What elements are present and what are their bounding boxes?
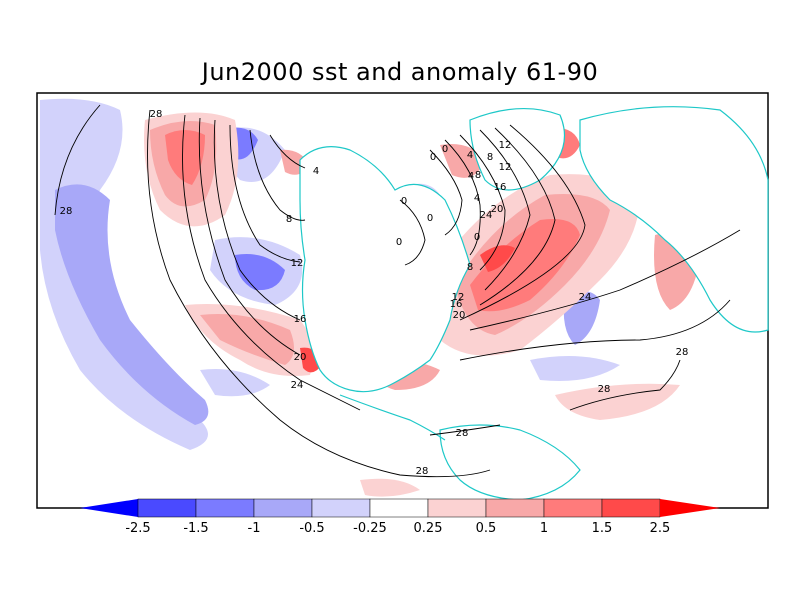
contour-label: 28 [456, 428, 469, 439]
contour-label: 28 [60, 206, 73, 217]
colorbar-bin-pos1 [543, 498, 603, 518]
pos-anomaly-caribbean [360, 478, 420, 497]
greenland [469, 108, 566, 191]
contour-label: 4 [468, 171, 474, 182]
colorbar-tick-label: 1.5 [592, 521, 613, 536]
contour-label: 16 [450, 299, 463, 310]
contour-label: 0 [474, 232, 480, 243]
contour-4-labrador [444, 139, 481, 256]
pos-anomaly-california-mid [200, 314, 294, 365]
contour-labels: 2828242016128400000481216202428282828242… [60, 109, 689, 477]
neg-anomaly-atlantic-south [530, 356, 620, 381]
colorbar-bin-neg2 [137, 498, 197, 518]
neg-anomaly-north-pacific-core [235, 254, 285, 291]
contour-label: 16 [294, 314, 307, 325]
colorbar-tick-label: -2.5 [125, 521, 150, 536]
contour-label: 28 [676, 347, 689, 358]
contour-label: 0 [427, 213, 433, 224]
contour-label: 12 [452, 292, 465, 303]
contour-label: 28 [416, 466, 429, 477]
contour-16-atl [479, 127, 556, 306]
pos-anomaly-gulf-stream-core [470, 219, 580, 312]
contour-8-atl [459, 134, 506, 271]
colorbar-tick-label: -0.25 [353, 521, 387, 536]
contour-0-baffin [429, 149, 463, 236]
neg-anomaly-subtropic [200, 369, 270, 397]
contour-4-pac [269, 134, 306, 169]
colorbar-ticks: -2.5 -1.5 -1 -0.5 -0.25 0.25 0.5 1 1.5 2.5 [125, 521, 670, 536]
colorbar-tick-label: 2.5 [650, 521, 671, 536]
contour-12-pac [229, 124, 301, 263]
contour-label: 20 [294, 352, 307, 363]
colorbar-bin-pos0 [485, 498, 545, 518]
neg-anomaly-pacific-west-core [55, 184, 209, 425]
colorbar-tick-label: 1 [540, 521, 548, 536]
central-america [339, 394, 446, 441]
contour-28-carib [429, 424, 501, 436]
colorbar-bin-zero [369, 498, 429, 518]
contour-label: 28 [598, 384, 611, 395]
contour-0-hudson [399, 199, 426, 266]
contour-28-pac [147, 109, 491, 478]
contour-label: 0 [442, 144, 448, 155]
contour-label: 12 [291, 258, 304, 269]
colorbar-tick-label: -1.5 [183, 521, 208, 536]
contour-label: 24 [291, 380, 304, 391]
contour-label: 4 [467, 150, 473, 161]
contour-label: 28 [150, 109, 163, 120]
colorbar-right-arrow [660, 499, 720, 517]
contour-12-atl [479, 129, 531, 291]
contour-label: 8 [467, 262, 473, 273]
contour-20-atl [459, 124, 586, 321]
colorbar-bin-neg0 [253, 498, 313, 518]
contour-20-pac [198, 117, 301, 356]
contour-24-pac [182, 114, 361, 411]
contour-label: 12 [499, 140, 512, 151]
pos-anomaly-gulf-alaska-core [165, 130, 205, 185]
colorbar-left-arrow [80, 499, 138, 517]
sst-contours [54, 104, 741, 478]
colorbar: -2.5 -1.5 -1 -0.5 -0.25 0.25 0.5 1 1.5 2.5 [80, 498, 720, 536]
map-title: Jun2000 sst and anomaly 61-90 [201, 58, 599, 86]
colorbar-tick-label: 0.25 [414, 521, 443, 536]
contour-label: 4 [474, 193, 480, 204]
contour-label: 24 [579, 292, 592, 303]
colorbar-bin-pos2 [601, 498, 661, 518]
pos-anomaly-newfoundland [480, 245, 515, 272]
contour-label: 16 [494, 182, 507, 193]
colorbar-bin-neg1 [195, 498, 255, 518]
contour-24-atl [469, 229, 741, 331]
north-america [299, 146, 471, 393]
colorbar-tick-label: -0.5 [299, 521, 324, 536]
contour-28-atl-south [569, 359, 681, 411]
contour-label: 0 [401, 196, 407, 207]
contour-label: 0 [396, 237, 402, 248]
contour-label: 0 [430, 152, 436, 163]
contour-label: 8 [475, 170, 481, 181]
contour-28-west [54, 104, 101, 216]
contour-8-pac [249, 129, 306, 221]
contour-label: 4 [313, 166, 319, 177]
south-america [439, 424, 581, 501]
colorbar-bin-pos00 [427, 498, 487, 518]
contour-label: 12 [499, 162, 512, 173]
landmass [299, 106, 769, 501]
colorbar-tick-label: 0.5 [476, 521, 497, 536]
contour-label: 8 [286, 214, 292, 225]
contour-label: 8 [487, 152, 493, 163]
contour-16-pac [213, 119, 301, 321]
pos-anomaly-atlantic-se [555, 383, 680, 420]
contour-label: 20 [491, 204, 504, 215]
colorbar-bin-neg00 [311, 498, 371, 518]
colorbar-tick-label: -1 [248, 521, 261, 536]
contour-label: 20 [453, 310, 466, 321]
contour-28-atl [459, 299, 731, 361]
contour-label: 24 [480, 210, 493, 221]
